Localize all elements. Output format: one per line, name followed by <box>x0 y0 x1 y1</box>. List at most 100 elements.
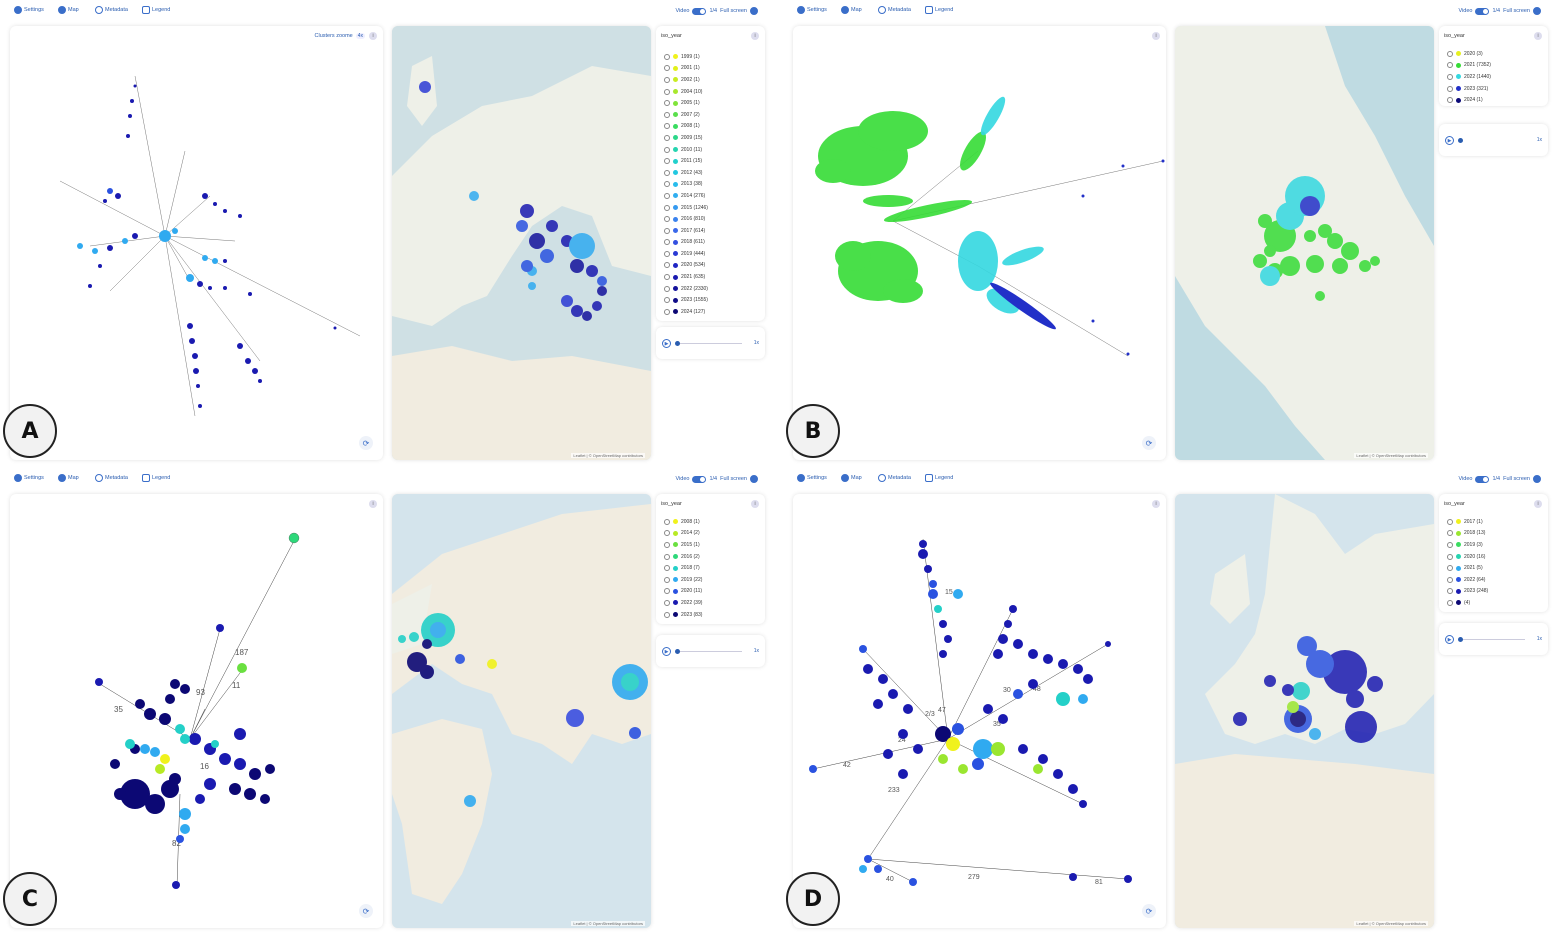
legend-item[interactable]: 2023 (321) <box>1447 83 1491 95</box>
tree-view[interactable]: i 35 93 187 11 16 82 <box>10 494 383 928</box>
timeline-slider[interactable] <box>1459 639 1525 640</box>
legend-radio[interactable] <box>664 553 670 560</box>
map-attribution[interactable]: Leaflet | © OpenStreetMap contributors <box>1354 921 1428 926</box>
reset-icon[interactable]: ⟳ <box>1142 904 1156 918</box>
legend-item[interactable]: 2001 (1) <box>664 63 708 75</box>
legend-radio[interactable] <box>664 158 670 165</box>
legend-item[interactable]: 2022 (1440) <box>1447 71 1491 83</box>
info-icon[interactable]: i <box>751 32 759 40</box>
play-icon[interactable]: ▶ <box>1445 635 1454 644</box>
legend-radio[interactable] <box>664 576 670 583</box>
speed-button[interactable]: 1x <box>1536 636 1542 642</box>
metadata-button[interactable]: Metadata <box>878 6 911 14</box>
metadata-button[interactable]: Metadata <box>95 474 128 482</box>
legend-item[interactable]: 2017 (1) <box>1447 516 1488 528</box>
legend-radio[interactable] <box>1447 588 1453 595</box>
legend-item[interactable]: 2016 (2) <box>664 551 702 563</box>
tree-graph[interactable]: 35 93 187 11 16 82 <box>10 494 383 928</box>
legend-item[interactable]: 2019 (444) <box>664 248 708 260</box>
expand-icon[interactable] <box>1533 475 1541 483</box>
legend-radio[interactable] <box>664 530 670 537</box>
play-icon[interactable]: ▶ <box>1445 136 1454 145</box>
legend-item[interactable]: 2022 (2330) <box>664 283 708 295</box>
legend-item[interactable]: 2014 (2) <box>664 528 702 540</box>
legend-item[interactable]: 2007 (2) <box>664 109 708 121</box>
reset-icon[interactable]: ⟳ <box>359 904 373 918</box>
speed-button[interactable]: 1x <box>753 340 759 346</box>
legend-radio[interactable] <box>664 239 670 246</box>
map-canvas[interactable] <box>1175 494 1434 928</box>
info-icon[interactable]: i <box>369 32 377 40</box>
legend-radio[interactable] <box>664 53 670 60</box>
map-view[interactable]: Leaflet | © OpenStreetMap contributors <box>1175 494 1434 928</box>
legend-radio[interactable] <box>664 76 670 83</box>
legend-item[interactable]: 2021 (5) <box>1447 562 1488 574</box>
legend-attribute[interactable]: iso_year <box>661 33 682 39</box>
timeline-slider[interactable] <box>676 651 742 652</box>
settings-button[interactable]: Settings <box>797 474 827 482</box>
legend-radio[interactable] <box>664 308 670 315</box>
fullscreen-button[interactable]: Full screen <box>1503 8 1530 14</box>
legend-item[interactable]: 2010 (11) <box>664 144 708 156</box>
legend-radio[interactable] <box>664 134 670 141</box>
legend-item[interactable]: 2020 (3) <box>1447 48 1491 60</box>
legend-radio[interactable] <box>664 274 670 281</box>
cluster-zoom-control[interactable]: Clusters zoome 4x <box>314 33 365 39</box>
legend-radio[interactable] <box>1447 565 1453 572</box>
legend-item[interactable]: 2008 (1) <box>664 516 702 528</box>
legend-item[interactable]: 2021 (635) <box>664 271 708 283</box>
legend-button[interactable]: Legend <box>925 6 953 14</box>
legend-item[interactable]: 2021 (7352) <box>1447 60 1491 72</box>
legend-radio[interactable] <box>1447 73 1453 80</box>
legend-item[interactable]: 2011 (15) <box>664 155 708 167</box>
legend-radio[interactable] <box>664 204 670 211</box>
metadata-button[interactable]: Metadata <box>95 6 128 14</box>
legend-radio[interactable] <box>664 611 670 618</box>
legend-item[interactable]: 2015 (1) <box>664 539 702 551</box>
video-toggle[interactable] <box>692 7 707 15</box>
legend-button[interactable]: Legend <box>142 6 170 14</box>
legend-item[interactable]: 2018 (13) <box>1447 528 1488 540</box>
legend-item[interactable]: 2004 (10) <box>664 86 708 98</box>
tree-view[interactable]: i 47 2/3 35 49 24 233 279 81 40 42 15 <box>793 494 1166 928</box>
legend-item[interactable]: 2005 (1) <box>664 97 708 109</box>
map-attribution[interactable]: Leaflet | © OpenStreetMap contributors <box>571 453 645 458</box>
map-canvas[interactable] <box>392 494 651 928</box>
legend-item[interactable]: 2022 (64) <box>1447 574 1488 586</box>
reset-icon[interactable]: ⟳ <box>359 436 373 450</box>
expand-icon[interactable] <box>750 475 758 483</box>
tree-graph[interactable]: 47 2/3 35 49 24 233 279 81 40 42 15 30 4… <box>793 494 1166 928</box>
reset-icon[interactable]: ⟳ <box>1142 436 1156 450</box>
legend-radio[interactable] <box>664 169 670 176</box>
legend-item[interactable]: 2015 (1246) <box>664 202 708 214</box>
legend-radio[interactable] <box>664 100 670 107</box>
legend-radio[interactable] <box>1447 541 1453 548</box>
legend-radio[interactable] <box>664 297 670 304</box>
map-view[interactable]: Leaflet | © OpenStreetMap contributors <box>392 26 651 460</box>
legend-item[interactable]: 2019 (3) <box>1447 539 1488 551</box>
play-icon[interactable]: ▶ <box>662 647 671 656</box>
video-toggle[interactable] <box>692 475 707 483</box>
legend-radio[interactable] <box>664 181 670 188</box>
timeline-handle[interactable] <box>675 649 680 654</box>
legend-item[interactable]: 2008 (1) <box>664 121 708 133</box>
legend-item[interactable]: 2014 (276) <box>664 190 708 202</box>
legend-radio[interactable] <box>664 588 670 595</box>
legend-item[interactable]: 2023 (248) <box>1447 586 1488 598</box>
legend-item[interactable]: 2013 (38) <box>664 179 708 191</box>
legend-item[interactable]: 2012 (43) <box>664 167 708 179</box>
legend-item[interactable]: 2020 (11) <box>664 586 702 598</box>
legend-attribute[interactable]: iso_year <box>1444 33 1465 39</box>
legend-radio[interactable] <box>664 565 670 572</box>
map-attribution[interactable]: Leaflet | © OpenStreetMap contributors <box>1354 453 1428 458</box>
fullscreen-button[interactable]: Full screen <box>720 8 747 14</box>
timeline-handle[interactable] <box>675 341 680 346</box>
play-icon[interactable]: ▶ <box>662 339 671 348</box>
legend-radio[interactable] <box>664 216 670 223</box>
map-button[interactable]: Map <box>841 474 862 482</box>
video-toggle[interactable] <box>1475 475 1490 483</box>
legend-radio[interactable] <box>664 518 670 525</box>
legend-item[interactable]: 2019 (22) <box>664 574 702 586</box>
map-canvas[interactable] <box>392 26 651 460</box>
legend-radio[interactable] <box>664 88 670 95</box>
